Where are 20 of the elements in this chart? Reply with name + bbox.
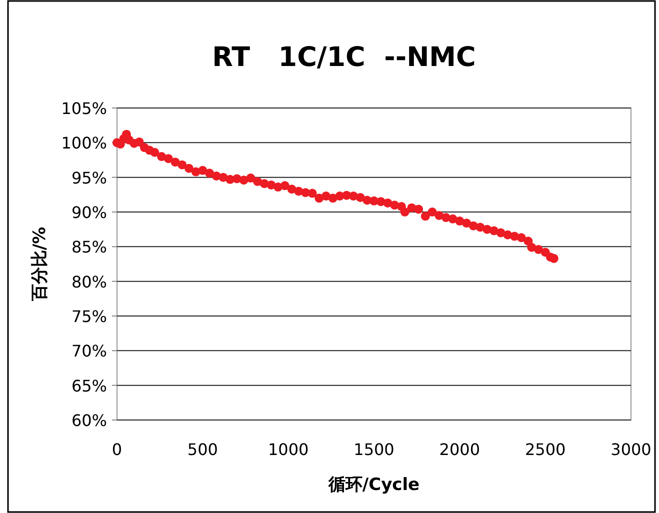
x-tick-label: 2000	[439, 440, 480, 459]
y-tick-label: 105%	[61, 99, 107, 118]
y-axis-title: 百分比/%	[30, 226, 50, 302]
y-tick-label: 80%	[71, 272, 107, 292]
y-tick-label: 95%	[71, 168, 107, 188]
x-tick-label: 0	[112, 440, 122, 459]
x-tick-label: 2500	[524, 440, 566, 459]
y-tick-label: 75%	[71, 307, 107, 326]
y-tick-label: 60%	[71, 411, 107, 430]
y-tick-label: 65%	[71, 376, 107, 396]
x-axis-title: 循环/Cycle	[327, 475, 420, 495]
x-tick-label: 1500	[354, 440, 394, 459]
x-tick-label: 500	[187, 440, 218, 459]
y-tick-label: 70%	[71, 342, 107, 361]
x-tick-label: 1000	[268, 440, 309, 459]
x-tick-label: 3000	[610, 440, 652, 459]
chart-title: RT 1C/1C --NMC	[212, 42, 476, 73]
y-tick-label: 100%	[61, 134, 107, 153]
y-tick-label: 90%	[71, 203, 107, 222]
y-tick-label: 85%	[71, 238, 107, 257]
